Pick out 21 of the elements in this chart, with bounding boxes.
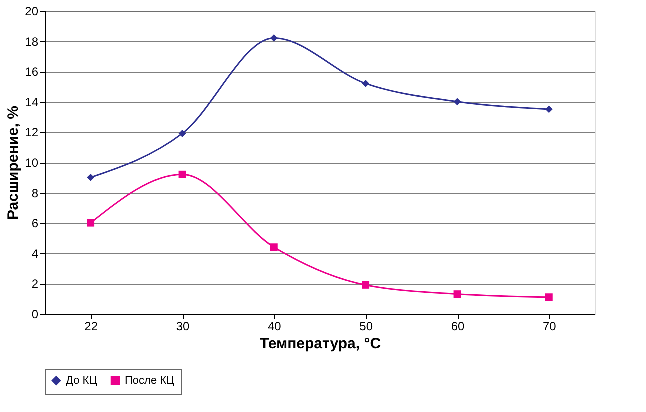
y-tick-label: 12 bbox=[25, 126, 39, 140]
y-tick-label: 16 bbox=[25, 65, 39, 80]
x-tick-label: 50 bbox=[360, 320, 374, 334]
y-tick-label: 20 bbox=[25, 4, 39, 18]
y-tick-label: 8 bbox=[32, 186, 39, 200]
legend-label: После КЦ bbox=[125, 374, 175, 387]
legend-label: До КЦ bbox=[66, 374, 98, 387]
y-tick-label: 0 bbox=[32, 308, 39, 322]
x-tick-label: 40 bbox=[268, 320, 282, 334]
y-tick-label: 2 bbox=[32, 277, 39, 292]
y-tick-label: 4 bbox=[32, 246, 39, 261]
x-tick-label: 60 bbox=[451, 320, 465, 334]
x-axis-title: Температура, °С bbox=[260, 336, 382, 352]
y-axis-title: Расширение, % bbox=[5, 106, 22, 220]
y-tick-label: 18 bbox=[25, 34, 39, 49]
y-tick-label: 6 bbox=[32, 216, 39, 231]
x-tick-label: 70 bbox=[542, 320, 557, 334]
x-tick-label: 30 bbox=[176, 320, 190, 334]
x-tick-label: 22 bbox=[84, 320, 98, 334]
y-tick-label: 14 bbox=[25, 95, 39, 110]
y-tick-label: 10 bbox=[25, 156, 39, 170]
